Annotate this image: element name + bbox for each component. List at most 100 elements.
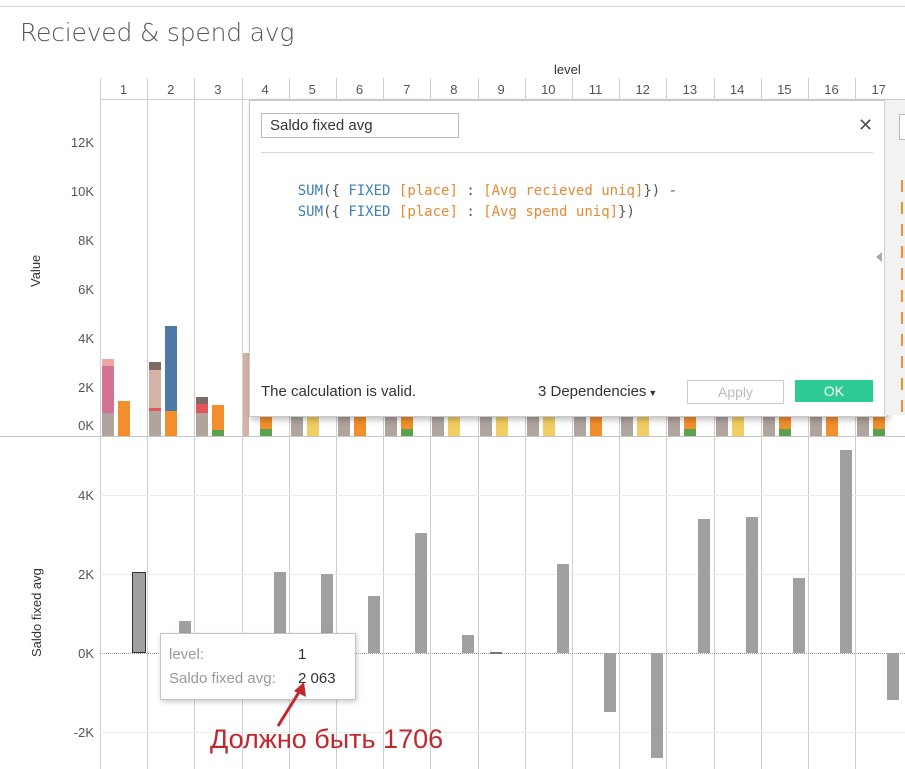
apply-button[interactable]: Apply bbox=[687, 380, 784, 404]
level-header-3[interactable]: 3 bbox=[214, 82, 222, 97]
bar-l1-base[interactable] bbox=[102, 413, 114, 436]
partial-received-bar[interactable] bbox=[762, 416, 775, 436]
saldo-bar-level-7[interactable] bbox=[415, 532, 428, 653]
side-panel-item-marker[interactable] bbox=[901, 312, 905, 324]
ok-button[interactable]: OK bbox=[795, 380, 873, 402]
bar-l1-received-top[interactable] bbox=[102, 359, 114, 366]
partial-spend-bar[interactable] bbox=[495, 416, 508, 436]
level-header-12[interactable]: 12 bbox=[635, 82, 650, 97]
bar-l2-spend-blue[interactable] bbox=[165, 326, 177, 411]
partial-green-bar[interactable] bbox=[684, 429, 697, 436]
partial-received-bar[interactable] bbox=[621, 416, 634, 436]
saldo-bar-level-9[interactable] bbox=[489, 652, 502, 654]
side-panel-item-marker[interactable] bbox=[901, 334, 905, 346]
formula-line-2[interactable]: SUM({ FIXED [place] : [Avg spend uniq]}) bbox=[264, 188, 635, 236]
bar-l4-received-partial[interactable] bbox=[243, 353, 249, 436]
side-panel-item-marker[interactable] bbox=[901, 246, 905, 258]
level-header-8[interactable]: 8 bbox=[450, 82, 458, 97]
bar-l3-red[interactable] bbox=[196, 404, 208, 413]
saldo-bar-level-6[interactable] bbox=[368, 595, 380, 653]
saldo-bar-level-12[interactable] bbox=[651, 653, 664, 758]
level-header-10[interactable]: 10 bbox=[541, 82, 556, 97]
partial-received-bar[interactable] bbox=[857, 416, 870, 436]
partial-spend-bar[interactable] bbox=[448, 416, 461, 436]
side-panel-item-marker[interactable] bbox=[901, 290, 905, 302]
partial-received-bar[interactable] bbox=[668, 416, 681, 436]
partial-spend-bar[interactable] bbox=[637, 416, 650, 436]
partial-received-bar[interactable] bbox=[526, 416, 539, 436]
saldo-bar-level-4[interactable] bbox=[273, 572, 286, 653]
saldo-bar-level-13[interactable] bbox=[698, 518, 711, 653]
bar-l2-base[interactable] bbox=[149, 411, 161, 436]
saldo-bar-level-8[interactable] bbox=[462, 635, 475, 653]
level-header-1[interactable]: 1 bbox=[119, 82, 128, 97]
saldo-bar-level-14[interactable] bbox=[745, 516, 758, 653]
side-panel-item-marker[interactable] bbox=[901, 180, 905, 192]
bar-l3-green[interactable] bbox=[212, 430, 224, 436]
side-panel-item-marker[interactable] bbox=[901, 378, 905, 390]
partial-received-bar[interactable] bbox=[385, 416, 398, 436]
level-header-15[interactable]: 15 bbox=[777, 82, 792, 97]
level-header-6[interactable]: 6 bbox=[355, 82, 364, 97]
level-header-2[interactable]: 2 bbox=[167, 82, 175, 97]
partial-received-bar[interactable] bbox=[479, 416, 492, 436]
side-panel-item-marker[interactable] bbox=[901, 202, 905, 214]
bar-l2-spend-orange[interactable] bbox=[165, 411, 177, 436]
saldo-bar-level-16[interactable] bbox=[840, 449, 852, 653]
partial-spend-bar[interactable] bbox=[684, 416, 697, 429]
partial-green-bar[interactable] bbox=[778, 429, 791, 436]
partial-green-bar[interactable] bbox=[401, 429, 414, 436]
bar-l2-received-top[interactable] bbox=[149, 362, 161, 370]
bar-l2-red[interactable] bbox=[149, 408, 161, 411]
side-panel-item-marker[interactable] bbox=[901, 268, 905, 280]
calculation-name-input[interactable]: Saldo fixed avg bbox=[261, 113, 459, 138]
partial-received-bar[interactable] bbox=[290, 416, 303, 436]
partial-green-bar[interactable] bbox=[873, 429, 886, 436]
saldo-bar-level-1[interactable] bbox=[132, 571, 146, 653]
partial-spend-bar[interactable] bbox=[354, 416, 366, 436]
formula-line-1[interactable]: SUM({ FIXED [place] : [Avg recieved uniq… bbox=[264, 167, 677, 215]
partial-spend-bar[interactable] bbox=[731, 416, 744, 436]
partial-received-bar[interactable] bbox=[810, 416, 822, 436]
close-icon[interactable]: ✕ bbox=[858, 115, 874, 135]
level-header-5[interactable]: 5 bbox=[308, 82, 316, 97]
level-header-11[interactable]: 11 bbox=[588, 82, 603, 97]
saldo-bar-level-10[interactable] bbox=[556, 564, 569, 653]
saldo-bar-level-15[interactable] bbox=[792, 577, 805, 653]
partial-spend-bar[interactable] bbox=[826, 416, 838, 436]
saldo-bar-level-17[interactable] bbox=[887, 653, 900, 701]
partial-spend-bar[interactable] bbox=[401, 416, 414, 429]
functions-side-panel[interactable] bbox=[876, 100, 905, 415]
side-panel-input[interactable] bbox=[899, 114, 905, 140]
partial-received-bar[interactable] bbox=[338, 416, 350, 436]
partial-spend-bar[interactable] bbox=[542, 416, 555, 436]
partial-received-bar[interactable] bbox=[432, 416, 445, 436]
partial-green-bar[interactable] bbox=[259, 429, 272, 436]
level-header-9[interactable]: 9 bbox=[497, 82, 505, 97]
bar-l3-spend[interactable] bbox=[212, 405, 224, 430]
level-header-14[interactable]: 14 bbox=[729, 82, 745, 97]
partial-spend-bar[interactable] bbox=[778, 416, 791, 429]
partial-spend-bar[interactable] bbox=[590, 416, 602, 436]
bar-l2-received[interactable] bbox=[149, 370, 161, 408]
bar-l1-spend[interactable] bbox=[118, 401, 130, 436]
level-header-4[interactable]: 4 bbox=[261, 82, 269, 97]
partial-spend-bar[interactable] bbox=[306, 416, 319, 436]
side-panel-item-marker[interactable] bbox=[901, 400, 905, 412]
partial-spend-bar[interactable] bbox=[873, 416, 886, 429]
bar-l3-top[interactable] bbox=[196, 397, 208, 404]
collapse-arrow-icon[interactable] bbox=[876, 252, 882, 262]
partial-received-bar[interactable] bbox=[715, 416, 728, 436]
saldo-bar-level-11[interactable] bbox=[604, 653, 616, 713]
dependencies-dropdown[interactable]: 3 Dependencies ▼ bbox=[538, 383, 657, 400]
bar-l3-base[interactable] bbox=[196, 413, 208, 436]
side-panel-item-marker[interactable] bbox=[901, 356, 905, 368]
level-header-7[interactable]: 7 bbox=[403, 82, 411, 97]
level-header-17[interactable]: 17 bbox=[871, 82, 886, 97]
side-panel-item-marker[interactable] bbox=[901, 224, 905, 236]
partial-spend-bar[interactable] bbox=[259, 416, 272, 429]
level-header-16[interactable]: 16 bbox=[824, 82, 839, 97]
bar-l1-received[interactable] bbox=[102, 366, 114, 413]
partial-received-bar[interactable] bbox=[574, 416, 586, 436]
level-header-13[interactable]: 13 bbox=[682, 82, 698, 97]
